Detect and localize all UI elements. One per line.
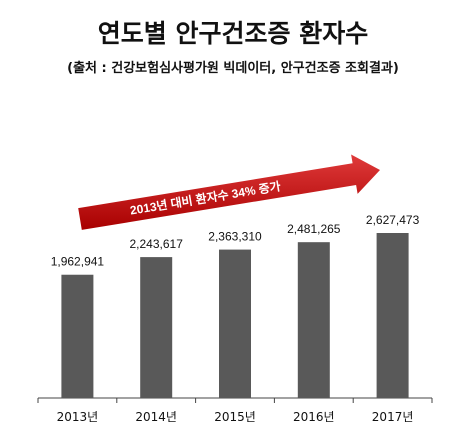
x-tick-label: 2016년 xyxy=(293,410,335,424)
bar-2013년 xyxy=(61,274,94,398)
x-tick-label: 2014년 xyxy=(135,410,177,424)
value-label: 2,243,617 xyxy=(130,237,184,251)
chart-title: 연도별 안구건조증 환자수 xyxy=(97,19,369,48)
value-label: 2,363,310 xyxy=(208,230,262,244)
chart-subtitle: (출처 : 건강보험심사평가원 빅데이터, 안구건조증 조회결과) xyxy=(67,61,399,76)
x-tick-label: 2013년 xyxy=(57,410,99,424)
value-label: 2,481,265 xyxy=(287,222,341,236)
bar-2014년 xyxy=(140,257,173,398)
value-label: 2,627,473 xyxy=(366,213,420,227)
x-tick-label: 2017년 xyxy=(372,410,414,424)
bar-2016년 xyxy=(297,242,330,398)
bar-2017년 xyxy=(376,233,409,398)
arrow-shape xyxy=(78,154,380,230)
x-tick-label: 2015년 xyxy=(214,410,256,424)
bar-2015년 xyxy=(219,249,251,398)
increase-arrow: 2013년 대비 환자수 34% 증가 xyxy=(78,154,380,230)
value-label: 1,962,941 xyxy=(51,255,105,269)
